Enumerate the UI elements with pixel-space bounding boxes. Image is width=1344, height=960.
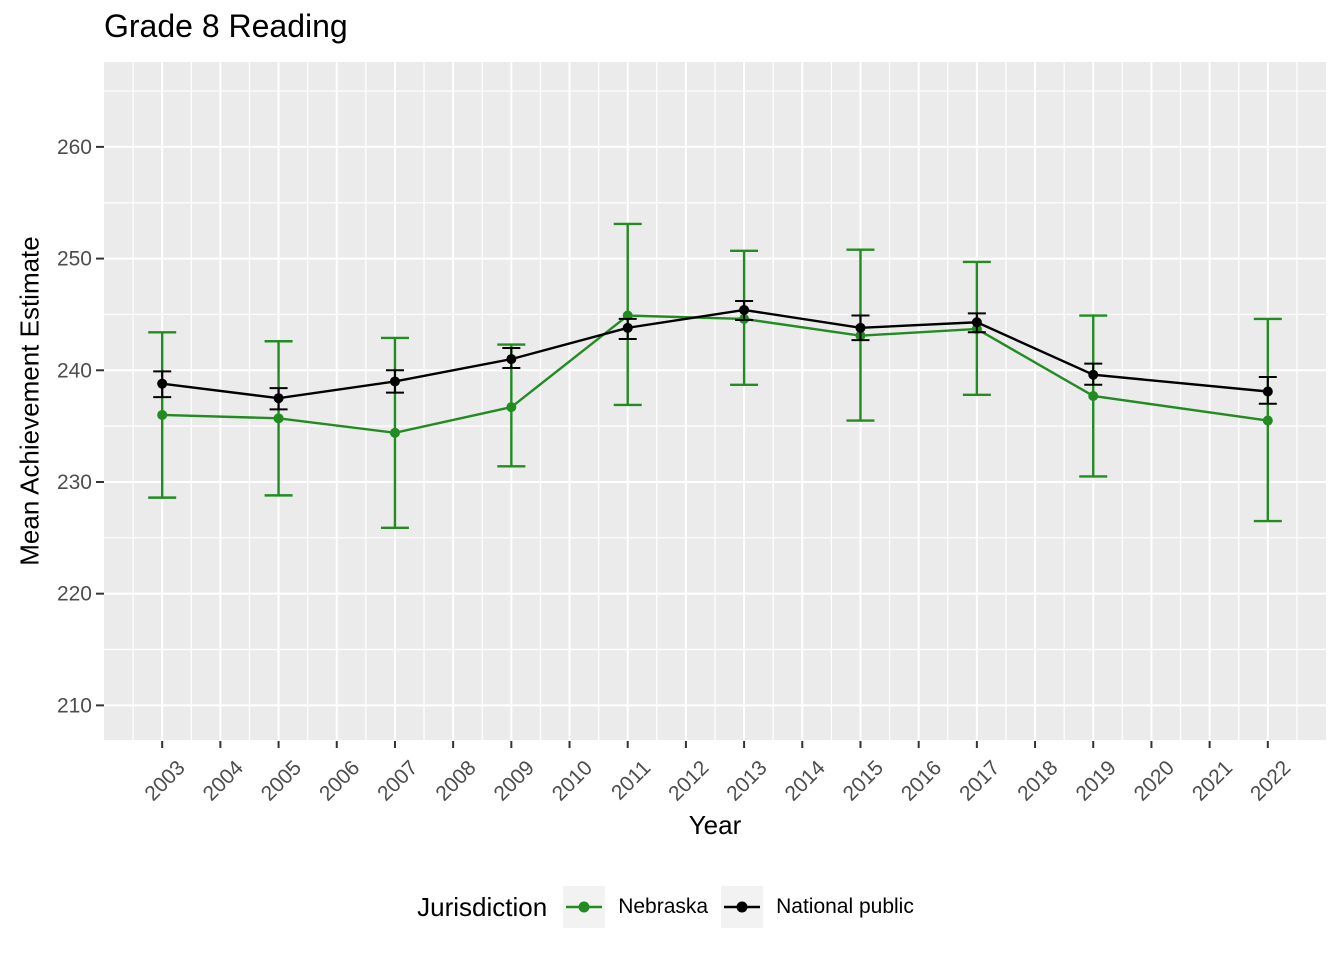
x-tick-label-2007: 2007 (373, 756, 422, 805)
x-tick-label-2012: 2012 (664, 756, 713, 805)
legend-marker-icon (566, 901, 603, 913)
line-national-public (162, 308, 1268, 400)
x-tick-label-2005: 2005 (257, 756, 306, 805)
legend-key-national-public (721, 886, 764, 928)
y-tick-label-210: 210 (57, 694, 92, 717)
point-nebraska-2009 (506, 402, 517, 413)
x-tick-label-2015: 2015 (839, 756, 888, 805)
legend: Jurisdiction Nebraska National public (0, 886, 1344, 928)
x-tick-label-2009: 2009 (490, 756, 539, 805)
point-nebraska-2022 (1262, 415, 1273, 426)
axis-tick-marks (96, 145, 1269, 748)
x-tick-label-2006: 2006 (315, 756, 364, 805)
legend-item-nebraska: Nebraska (563, 886, 708, 928)
y-tick-label-240: 240 (57, 359, 92, 382)
x-tick-label-2014: 2014 (781, 756, 831, 806)
point-nebraska-2007 (389, 427, 400, 438)
point-national-public-2019 (1088, 369, 1099, 380)
x-tick-label-2017: 2017 (955, 756, 1004, 805)
legend-items: Nebraska National public (563, 886, 927, 928)
line-nebraska (162, 314, 1268, 435)
y-tick-label-260: 260 (57, 136, 92, 159)
legend-label-nebraska: Nebraska (618, 895, 709, 918)
legend-title: Jurisdiction (417, 891, 548, 922)
x-tick-label-2010: 2010 (548, 756, 597, 805)
x-axis-title: Year (688, 810, 742, 840)
point-national-public-2017 (971, 317, 982, 328)
point-national-public-2022 (1262, 386, 1273, 397)
plot-area: 2003 2004 2005 2006 2007 2008 2009 2010 2011 2012… (57, 62, 1326, 806)
point-nebraska-2019 (1088, 390, 1099, 401)
chart-title: Grade 8 Reading (104, 8, 348, 44)
x-tick-label-2020: 2020 (1130, 756, 1179, 805)
y-tick-label-250: 250 (57, 248, 92, 271)
x-tick-label-2021: 2021 (1188, 756, 1237, 805)
point-national-public-2011 (622, 322, 633, 333)
x-tick-label-2018: 2018 (1013, 756, 1062, 805)
y-tick-label-220: 220 (57, 583, 92, 606)
legend-label-national-public: National public (776, 895, 914, 918)
legend-key-nebraska (563, 886, 606, 928)
point-national-public-2013 (739, 304, 750, 315)
x-tick-labels: 2003 2004 2005 2006 2007 2008 2009 2010 2011 2012… (140, 756, 1295, 806)
y-tick-label-230: 230 (57, 471, 92, 494)
x-tick-label-2011: 2011 (607, 756, 655, 804)
x-tick-label-2016: 2016 (897, 756, 946, 805)
y-tick-labels: 210 220 230 240 250 260 (57, 136, 92, 717)
point-nebraska-2005 (273, 413, 284, 424)
x-tick-label-2003: 2003 (140, 756, 189, 805)
legend-marker-icon (724, 901, 761, 913)
point-national-public-2009 (506, 354, 517, 365)
x-tick-label-2004: 2004 (199, 756, 249, 806)
legend-item-national-public: National public (721, 886, 914, 928)
point-national-public-2015 (855, 322, 866, 333)
x-tick-label-2008: 2008 (431, 756, 480, 805)
point-nebraska-2003 (157, 409, 168, 420)
point-national-public-2005 (273, 393, 284, 404)
x-tick-label-2019: 2019 (1071, 756, 1120, 805)
series-national-public (153, 300, 1277, 411)
point-national-public-2007 (389, 376, 400, 387)
x-tick-label-2013: 2013 (722, 756, 771, 805)
x-tick-label-2022: 2022 (1246, 756, 1295, 805)
point-national-public-2003 (157, 378, 168, 389)
